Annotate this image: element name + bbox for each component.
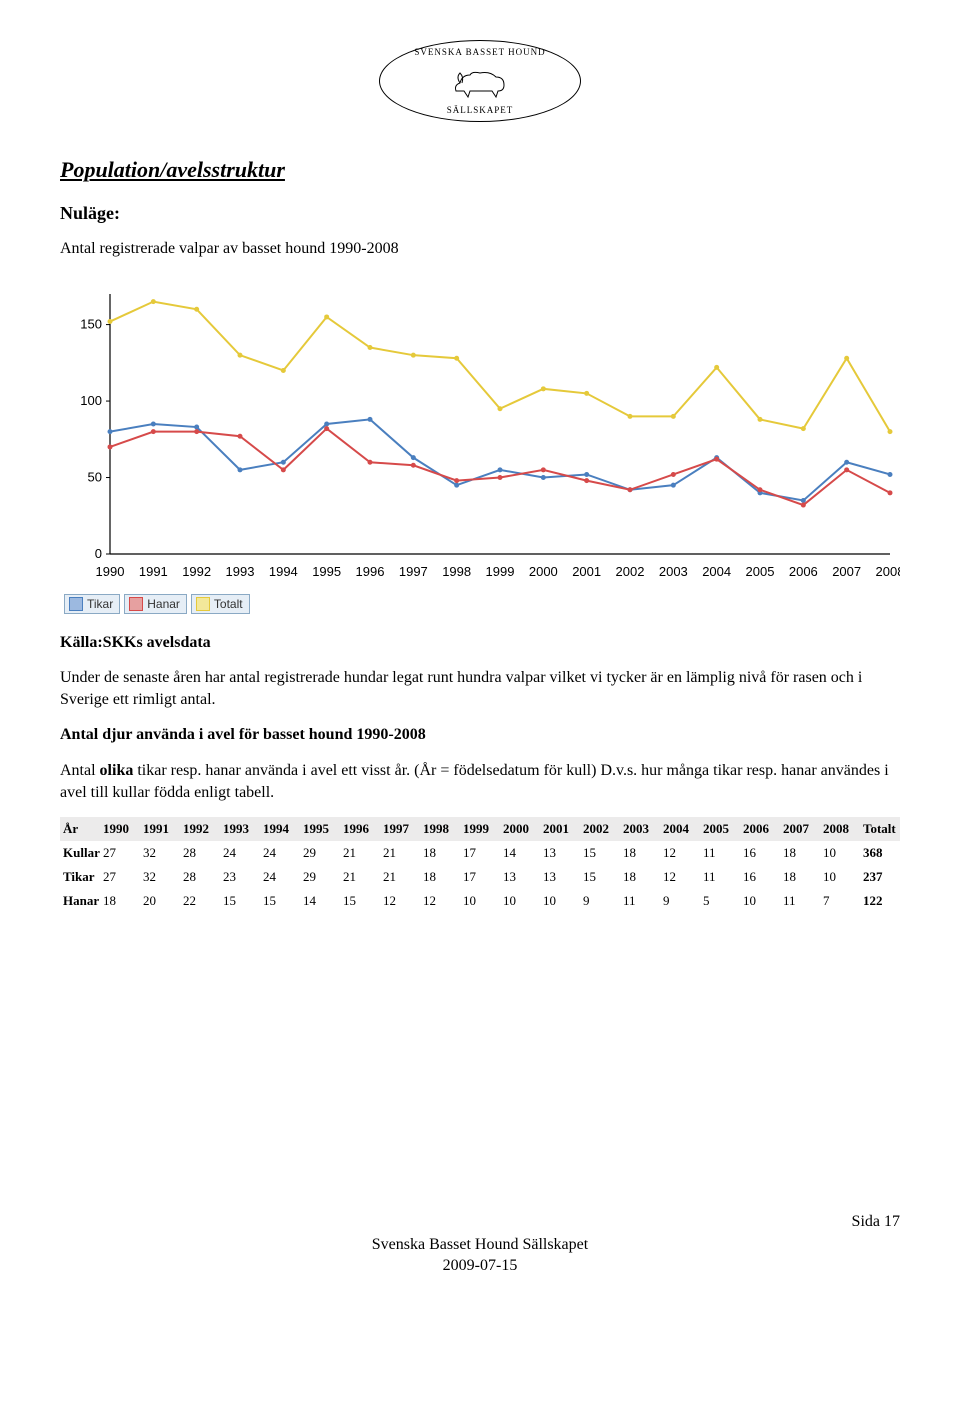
svg-text:1994: 1994 — [269, 564, 298, 579]
legend-label: Tikar — [87, 597, 113, 611]
svg-text:1999: 1999 — [486, 564, 515, 579]
avel-data-table: År19901991199219931994199519961997199819… — [60, 817, 900, 913]
legend-item-hanar: Hanar — [124, 594, 187, 614]
svg-text:2003: 2003 — [659, 564, 688, 579]
svg-text:1996: 1996 — [356, 564, 385, 579]
table-header: 1992 — [180, 817, 220, 841]
legend-item-tikar: Tikar — [64, 594, 120, 614]
legend-label: Totalt — [214, 597, 243, 611]
avel-heading: Antal djur använda i avel för basset hou… — [60, 724, 900, 746]
svg-text:2006: 2006 — [789, 564, 818, 579]
svg-text:1991: 1991 — [139, 564, 168, 579]
svg-text:2007: 2007 — [832, 564, 861, 579]
nulage-heading: Nuläge: — [60, 203, 900, 224]
table-header: 1997 — [380, 817, 420, 841]
page-footer: Sida 17 Svenska Basset Hound Sällskapet … — [60, 1213, 900, 1277]
svg-text:0: 0 — [95, 546, 102, 561]
source-label: Källa:SKKs avelsdata — [60, 632, 900, 654]
swatch-tikar — [69, 597, 83, 611]
svg-text:1998: 1998 — [442, 564, 471, 579]
svg-text:2000: 2000 — [529, 564, 558, 579]
table-header: 1998 — [420, 817, 460, 841]
table-header: 1999 — [460, 817, 500, 841]
table-header: 2002 — [580, 817, 620, 841]
table-header: 2005 — [700, 817, 740, 841]
svg-text:2004: 2004 — [702, 564, 731, 579]
registrations-line-chart: 0 50 100 150 1990 1991 1992 1993 1994 1995 1996 199… — [60, 284, 900, 584]
table-row: Kullar2732282424292121181714131518121116… — [60, 841, 900, 865]
logo: SVENSKA BASSET HOUND SÄLLSKAPET — [60, 40, 900, 127]
svg-text:1997: 1997 — [399, 564, 428, 579]
table-header: År — [60, 817, 100, 841]
table-header: 2003 — [620, 817, 660, 841]
svg-text:2008: 2008 — [876, 564, 900, 579]
svg-text:50: 50 — [88, 469, 102, 484]
table-header: 2006 — [740, 817, 780, 841]
table-header: Totalt — [860, 817, 900, 841]
svg-text:100: 100 — [80, 393, 102, 408]
chart-heading: Antal registrerade valpar av basset houn… — [60, 238, 900, 260]
table-header: 1993 — [220, 817, 260, 841]
logo-bottom-text: SÄLLSKAPET — [380, 105, 580, 115]
footer-org: Svenska Basset Hound Sällskapet — [60, 1235, 900, 1256]
table-header: 1995 — [300, 817, 340, 841]
table-header: 1991 — [140, 817, 180, 841]
page-number: Sida 17 — [60, 1213, 900, 1231]
basset-hound-icon — [450, 63, 510, 104]
table-row: Hanar18202215151415121210101091195101171… — [60, 889, 900, 913]
table-row: Tikar27322823242921211817131315181211161… — [60, 865, 900, 889]
table-header: 2004 — [660, 817, 700, 841]
table-header: 2007 — [780, 817, 820, 841]
section-heading: Population/avelsstruktur — [60, 157, 900, 183]
avel-description: Antal olika tikar resp. hanar använda i … — [60, 760, 900, 803]
swatch-totalt — [196, 597, 210, 611]
svg-text:2005: 2005 — [746, 564, 775, 579]
svg-text:1992: 1992 — [182, 564, 211, 579]
intro-paragraph: Under de senaste åren har antal registre… — [60, 667, 900, 710]
svg-text:1995: 1995 — [312, 564, 341, 579]
logo-top-text: SVENSKA BASSET HOUND — [380, 47, 580, 57]
table-header: 2001 — [540, 817, 580, 841]
svg-text:1993: 1993 — [226, 564, 255, 579]
legend-label: Hanar — [147, 597, 180, 611]
swatch-hanar — [129, 597, 143, 611]
legend-item-totalt: Totalt — [191, 594, 250, 614]
svg-text:150: 150 — [80, 316, 102, 331]
table-header: 1990 — [100, 817, 140, 841]
table-header: 2000 — [500, 817, 540, 841]
chart-legend: Tikar Hanar Totalt — [64, 594, 900, 614]
footer-date: 2009-07-15 — [60, 1256, 900, 1277]
table-header: 2008 — [820, 817, 860, 841]
svg-text:1990: 1990 — [96, 564, 125, 579]
table-header: 1996 — [340, 817, 380, 841]
svg-text:2002: 2002 — [616, 564, 645, 579]
svg-text:2001: 2001 — [572, 564, 601, 579]
table-header: 1994 — [260, 817, 300, 841]
